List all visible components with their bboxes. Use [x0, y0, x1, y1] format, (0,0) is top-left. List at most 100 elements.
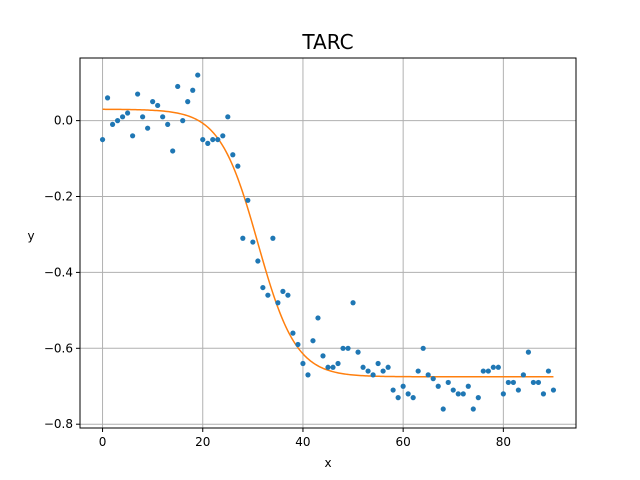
- data-point: [99, 136, 106, 143]
- data-point: [365, 368, 371, 374]
- data-point: [550, 387, 557, 393]
- data-point: [270, 235, 276, 241]
- data-point: [395, 395, 401, 401]
- data-point: [260, 284, 266, 291]
- x-axis-ticks: 0 20 40 60 80: [99, 428, 511, 449]
- data-points-group: [99, 72, 557, 412]
- data-point: [535, 379, 542, 386]
- y-tick-label: −0.2: [44, 190, 73, 204]
- data-point: [325, 364, 331, 370]
- data-point: [500, 391, 506, 397]
- data-point: [140, 114, 146, 120]
- data-point: [540, 391, 547, 397]
- data-point: [155, 102, 161, 109]
- data-point: [345, 345, 351, 351]
- data-point: [310, 338, 316, 344]
- data-point: [480, 368, 486, 374]
- data-point: [210, 136, 216, 143]
- grid-lines: [80, 58, 576, 428]
- data-point: [240, 235, 246, 241]
- data-point: [145, 125, 151, 131]
- fit-curve: [102, 108, 554, 378]
- data-point: [455, 391, 461, 397]
- data-point: [525, 349, 532, 355]
- data-point: [205, 140, 211, 146]
- data-point: [435, 383, 441, 389]
- fit-curve-group: [102, 108, 554, 378]
- data-point: [370, 372, 376, 378]
- data-point: [355, 349, 361, 355]
- data-point: [230, 152, 236, 158]
- data-point: [505, 379, 511, 386]
- data-point: [114, 118, 121, 124]
- data-point: [315, 315, 321, 321]
- data-point: [350, 300, 356, 306]
- data-point: [385, 364, 391, 370]
- y-axis-ticks: −0.8 −0.6 −0.4 −0.2 0.0: [44, 114, 80, 431]
- data-point: [290, 330, 296, 336]
- data-point: [410, 395, 416, 401]
- data-point: [430, 376, 436, 382]
- data-point: [495, 364, 501, 370]
- data-point: [360, 364, 366, 370]
- data-point: [545, 368, 552, 374]
- x-tick-label: 20: [195, 435, 210, 449]
- data-point: [119, 114, 126, 120]
- y-tick-label: −0.8: [44, 417, 73, 431]
- data-point: [510, 379, 516, 386]
- x-tick-label: 60: [396, 435, 411, 449]
- data-point: [130, 133, 136, 139]
- data-point: [485, 368, 491, 374]
- data-point: [445, 379, 451, 386]
- data-point: [135, 91, 141, 97]
- data-point: [295, 341, 301, 348]
- data-point: [420, 345, 426, 351]
- data-point: [415, 368, 421, 374]
- data-point: [460, 391, 466, 397]
- data-point: [250, 239, 256, 245]
- data-point: [490, 364, 496, 370]
- data-point: [285, 292, 291, 298]
- data-point: [180, 118, 186, 124]
- data-point: [375, 360, 381, 367]
- data-point: [335, 360, 341, 367]
- data-point: [215, 136, 221, 143]
- data-point: [320, 353, 326, 359]
- data-point: [330, 364, 336, 370]
- data-point: [300, 360, 306, 367]
- data-point: [450, 387, 456, 393]
- data-point: [175, 83, 181, 90]
- data-point: [150, 99, 156, 105]
- y-tick-label: −0.4: [44, 265, 73, 279]
- data-point: [185, 99, 191, 105]
- data-point: [475, 395, 481, 401]
- data-point: [255, 258, 261, 264]
- data-point: [195, 72, 201, 78]
- data-point: [170, 148, 176, 154]
- plot-frame: [79, 57, 577, 429]
- x-axis-label: x: [324, 456, 331, 470]
- x-tick-label: 40: [295, 435, 310, 449]
- data-point: [235, 163, 241, 169]
- chart-title: TARC: [301, 30, 353, 54]
- data-point: [125, 110, 131, 116]
- data-point: [190, 87, 196, 93]
- data-point: [225, 114, 231, 120]
- data-point: [400, 383, 406, 389]
- data-point: [200, 136, 206, 143]
- data-point: [245, 197, 251, 203]
- x-tick-label: 80: [496, 435, 511, 449]
- data-point: [425, 372, 431, 378]
- data-point: [520, 372, 526, 378]
- data-point: [305, 372, 311, 378]
- y-axis-label: y: [27, 229, 34, 243]
- data-point: [165, 121, 171, 128]
- data-point: [220, 133, 226, 139]
- x-tick-label: 0: [99, 435, 107, 449]
- data-point: [109, 121, 116, 128]
- data-point: [280, 288, 286, 294]
- data-point: [340, 345, 346, 351]
- data-point: [390, 387, 396, 393]
